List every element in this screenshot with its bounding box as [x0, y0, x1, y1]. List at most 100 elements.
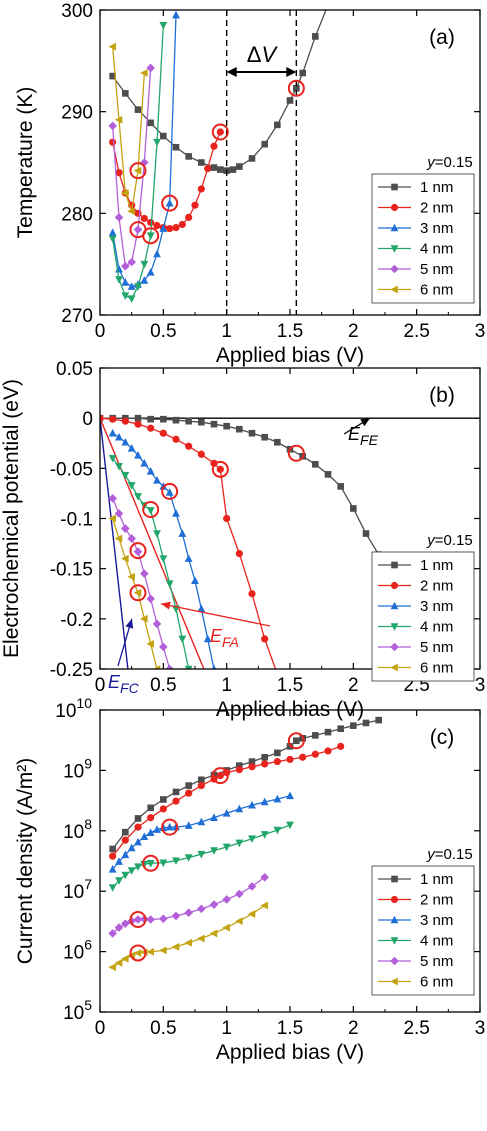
data-point-4nm — [184, 665, 193, 669]
y-tick-base: 10 — [63, 882, 84, 903]
legend-item-label: 5 nm — [420, 261, 453, 278]
data-point-1nm — [198, 776, 205, 784]
data-point-6nm — [133, 949, 142, 957]
data-point-1nm — [185, 153, 192, 160]
data-point-6nm — [133, 588, 142, 597]
data-point-1nm — [286, 97, 294, 104]
y-tick-label: -0.2 — [60, 610, 93, 631]
legend-title: y=0.15 — [426, 154, 472, 171]
data-point-2nm — [273, 757, 281, 766]
data-point-5nm — [247, 882, 257, 891]
data-point-2nm — [172, 223, 180, 232]
data-point-2nm — [191, 201, 199, 209]
data-point-3nm — [153, 476, 161, 484]
legend-item-label: 4 nm — [420, 619, 453, 636]
data-point-6nm — [260, 901, 268, 910]
data-point-4nm — [172, 857, 180, 865]
legend-swatch-marker — [390, 642, 399, 652]
data-point-1nm — [147, 119, 154, 127]
legend-title-val: =0.15 — [435, 154, 473, 171]
data-point-4nm — [153, 138, 161, 147]
plot-frame — [99, 367, 481, 670]
data-point-2nm — [216, 772, 224, 780]
data-point-4nm — [140, 260, 149, 269]
data-point-3nm — [121, 437, 130, 446]
data-point-5nm — [146, 915, 155, 924]
data-point-6nm — [197, 934, 205, 943]
legend-swatch-marker — [390, 977, 398, 986]
data-point-1nm — [350, 505, 357, 512]
x-tick-label: 3 — [475, 675, 486, 696]
data-point-6nm — [108, 963, 116, 972]
y-tick-label: 290 — [61, 103, 93, 124]
data-point-3nm — [140, 832, 149, 840]
data-point-3nm — [222, 808, 231, 817]
data-point-1nm — [147, 415, 154, 423]
x-tick-label: 0 — [95, 321, 106, 342]
y-tick-label: -0.1 — [60, 510, 93, 531]
data-point-4nm — [146, 232, 155, 240]
delta-v-label-delta: Δ — [247, 42, 262, 67]
data-point-1nm — [375, 716, 382, 724]
y-tick-label: -0.25 — [50, 660, 93, 681]
data-point-1nm — [337, 725, 344, 733]
data-point-5nm — [127, 257, 136, 267]
data-point-1nm — [134, 815, 142, 822]
data-point-5nm — [121, 524, 130, 533]
legend-swatch-marker — [391, 183, 398, 191]
data-point-3nm — [260, 797, 269, 806]
legend-item-label: 1 nm — [420, 179, 453, 196]
data-point-5nm — [108, 121, 117, 131]
data-point-2nm — [178, 220, 186, 229]
data-point-2nm — [286, 755, 294, 764]
plot-frame — [99, 709, 481, 1013]
data-point-1nm — [229, 166, 237, 173]
data-point-2nm — [109, 138, 117, 146]
data-point-2nm — [172, 797, 180, 805]
y-tick-exponent: 5 — [84, 997, 92, 1013]
x-axis-label: Applied bias (V) — [216, 344, 364, 367]
data-point-1nm — [160, 796, 167, 803]
data-point-3nm — [210, 813, 218, 821]
data-point-6nm — [108, 514, 116, 523]
data-point-6nm — [222, 923, 230, 932]
y-tick-exponent: 8 — [84, 816, 92, 832]
data-point-6nm — [152, 665, 161, 669]
data-point-1nm — [236, 425, 243, 433]
data-point-3nm — [134, 837, 142, 846]
x-tick-label: 2 — [348, 675, 359, 696]
data-point-4nm — [159, 555, 168, 563]
y-tick-exponent: 10 — [76, 695, 92, 711]
x-tick-label: 0 — [95, 675, 106, 696]
y-tick-base: 10 — [63, 1003, 84, 1024]
data-point-5nm — [146, 594, 155, 604]
series-line-1nm — [112, 719, 379, 850]
legend-swatch-marker — [390, 601, 399, 610]
data-point-4nm — [134, 863, 142, 871]
data-point-1nm — [274, 749, 281, 757]
plot-area — [108, 10, 327, 304]
legend-item-label: 2 nm — [420, 892, 453, 909]
highlight-circle — [129, 584, 147, 602]
legend-item-label: 6 nm — [420, 282, 453, 299]
energy-level-arrow — [160, 603, 271, 627]
data-point-1nm — [261, 433, 268, 441]
data-point-5nm — [165, 664, 174, 669]
x-tick-label: 1.5 — [277, 1018, 303, 1039]
legend-item-label: 3 nm — [420, 912, 453, 929]
data-point-5nm — [114, 923, 124, 932]
data-point-4nm — [146, 859, 155, 868]
data-point-3nm — [286, 791, 294, 800]
energy-level-arrowhead — [125, 618, 134, 629]
data-point-1nm — [248, 758, 256, 765]
data-point-1nm — [248, 429, 256, 437]
panel-2: 0 0.5 1 1.5 2 2.5 30.050-0.05-0.1-0.15-0.2-0.2… — [0, 359, 485, 721]
energy-level-label-main: E — [108, 672, 121, 692]
y-tick-base: 10 — [63, 761, 84, 782]
data-point-4nm — [159, 21, 168, 30]
data-point-2nm — [223, 514, 231, 523]
data-point-2nm — [248, 590, 256, 598]
data-point-4nm — [146, 507, 155, 515]
data-point-3nm — [178, 529, 187, 537]
data-point-6nm — [121, 554, 129, 563]
